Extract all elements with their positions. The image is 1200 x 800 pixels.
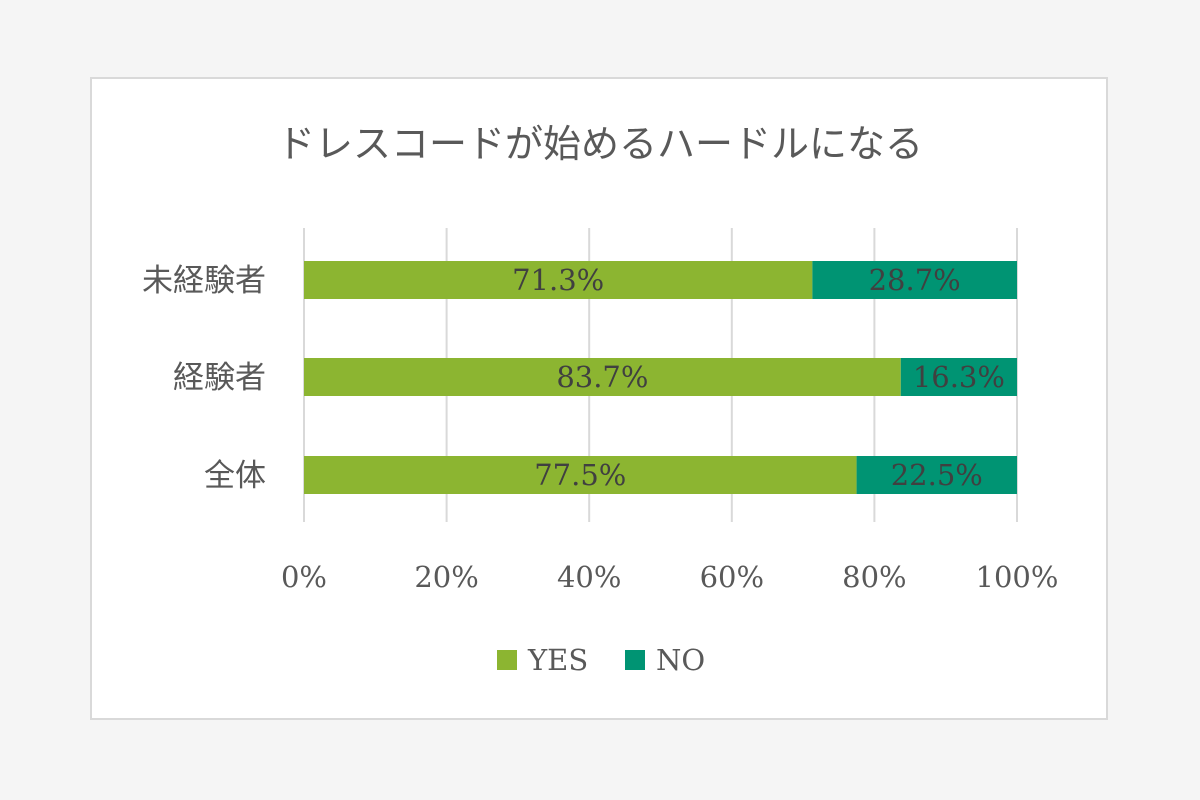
legend-label: NO [656,643,705,677]
bar-segment-no [900,358,1017,396]
x-tick-label: 60% [700,560,764,594]
bar-segment-yes [304,456,857,494]
x-tick-label: 80% [842,560,906,594]
category-label: 未経験者 [142,263,266,299]
chart-card [90,77,1108,720]
data-label: 22.5% [891,458,983,492]
bar-segment-no [812,261,1017,299]
data-label: 83.7% [556,360,648,394]
x-tick-label: 0% [281,560,327,594]
legend-swatch-no [625,650,645,670]
data-label: 77.5% [534,458,626,492]
legend-label: YES [527,643,588,677]
bar-segment-yes [304,358,901,396]
data-label: 16.3% [913,360,1005,394]
data-label: 71.3% [512,263,604,297]
x-tick-label: 20% [414,560,478,594]
data-label: 28.7% [869,263,961,297]
legend-swatch-yes [497,650,517,670]
bar-segment-yes [304,261,813,299]
bars: 71.3% 28.7% 83.7% 16.3% 77.5% 22.5% [304,261,1017,494]
x-tick-label: 40% [557,560,621,594]
chart-title: ドレスコードが始めるハードルになる [277,122,923,166]
x-tick-label: 100% [976,560,1059,594]
legend: YES NO [497,643,705,677]
bar-segment-no [856,456,1017,494]
category-label: 経験者 [173,360,266,396]
category-label: 全体 [204,458,266,494]
x-tick-labels: 0% 20% 40% 60% 80% 100% [281,560,1058,594]
